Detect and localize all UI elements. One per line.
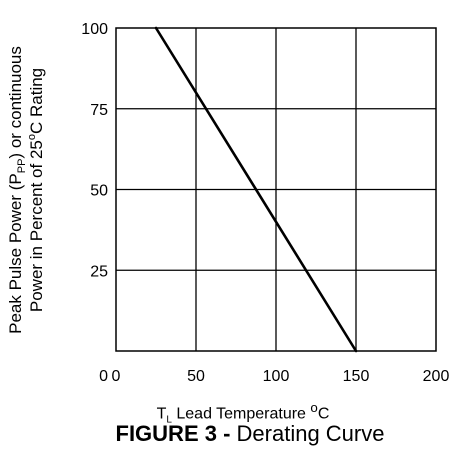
y-tick-labels: 0 25 50 75 100 bbox=[81, 21, 108, 385]
y-tick-label-0: 0 bbox=[99, 368, 108, 385]
figure-title: Derating Curve bbox=[230, 421, 385, 446]
y-tick-label-25: 25 bbox=[90, 263, 108, 280]
derating-curve-line-0 bbox=[154, 26, 358, 353]
x-tick-label-150: 150 bbox=[343, 368, 370, 385]
y-axis-label-line-1: Peak Pulse Power (PPP) or continuous bbox=[6, 46, 28, 334]
y-tick-label-75: 75 bbox=[90, 102, 108, 119]
x-tick-label-200: 200 bbox=[423, 368, 450, 385]
x-tick-labels: 0 50 100 150 200 bbox=[112, 368, 450, 385]
y-tick-label-50: 50 bbox=[90, 183, 108, 200]
y-tick-label-100: 100 bbox=[81, 21, 108, 38]
grid-lines bbox=[116, 28, 436, 351]
x-axis-label: TL Lead Temperature oC bbox=[156, 400, 330, 426]
derating-chart: 0 50 100 150 200 0 25 50 75 100 Peak Pulse Power… bbox=[6, 21, 450, 385]
series-lines bbox=[154, 26, 358, 353]
y-axis-label-line-2: Power in Percent of 25oC Rating bbox=[26, 68, 46, 312]
figure-number: FIGURE 3 - bbox=[115, 421, 231, 446]
figure-caption: FIGURE 3 - Derating Curve bbox=[0, 421, 454, 447]
x-tick-label-100: 100 bbox=[263, 368, 290, 385]
x-tick-label-50: 50 bbox=[187, 368, 205, 385]
x-tick-label-0: 0 bbox=[112, 368, 121, 385]
